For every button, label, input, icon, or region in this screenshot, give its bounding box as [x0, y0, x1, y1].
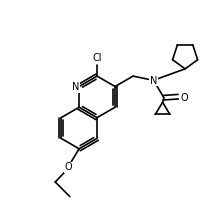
Text: O: O: [180, 93, 188, 103]
Text: O: O: [65, 162, 73, 172]
Text: N: N: [72, 83, 79, 92]
Text: Cl: Cl: [92, 53, 102, 63]
Text: N: N: [150, 76, 157, 86]
